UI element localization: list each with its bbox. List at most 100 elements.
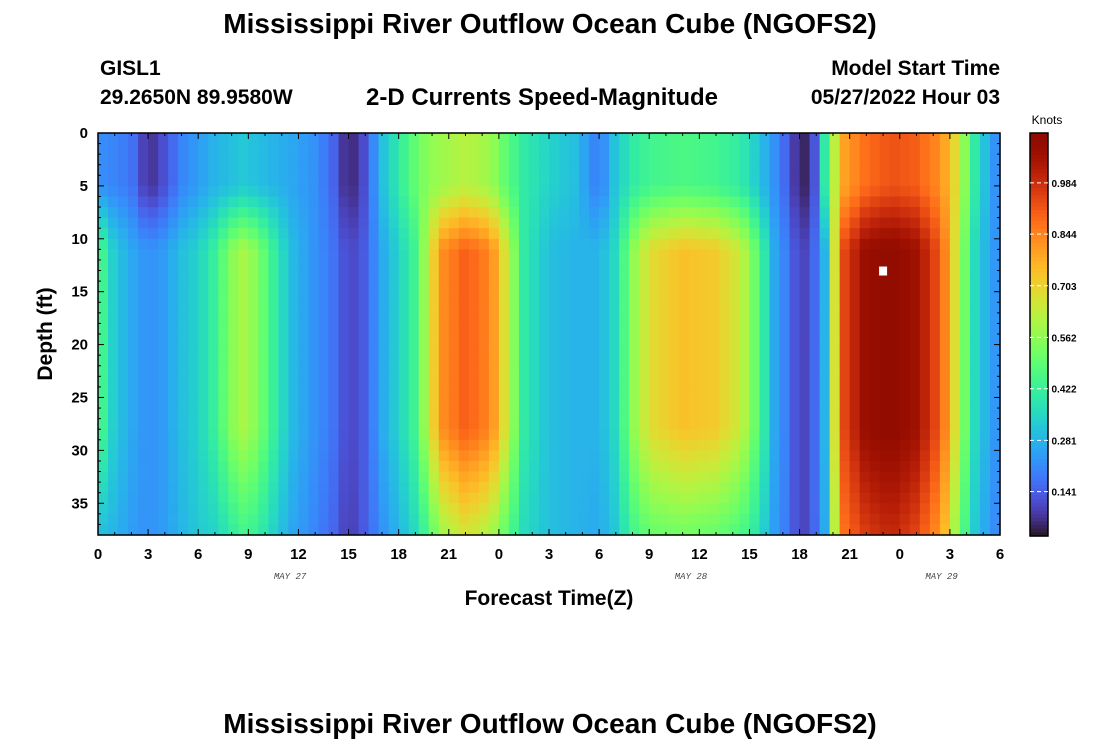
heatmap-cell: [649, 492, 660, 504]
heatmap-cell: [368, 281, 380, 293]
heatmap-cell: [869, 524, 881, 536]
heatmap-cell: [98, 471, 109, 483]
heatmap-cell: [538, 492, 550, 504]
heatmap-cell: [839, 503, 851, 515]
heatmap-cell: [899, 207, 911, 219]
heatmap-cell: [428, 397, 440, 409]
heatmap-cell: [739, 133, 751, 145]
heatmap-cell: [869, 302, 881, 314]
heatmap-cell: [198, 450, 209, 462]
heatmap-cell: [689, 238, 700, 250]
heatmap-cell: [538, 386, 550, 399]
heatmap-cell: [388, 175, 400, 187]
heatmap-cell: [629, 418, 640, 430]
heatmap-cell: [589, 408, 600, 420]
heatmap-cell: [709, 492, 720, 504]
heatmap-cell: [508, 429, 520, 441]
heatmap-cell: [338, 408, 350, 420]
heatmap-cell: [719, 376, 730, 388]
heatmap-cell: [288, 334, 300, 346]
heatmap-cell: [298, 323, 310, 335]
heatmap-cell: [218, 238, 229, 250]
heatmap-cell: [669, 503, 680, 515]
heatmap-cell: [408, 418, 420, 430]
heatmap-cell: [238, 175, 249, 187]
heatmap-cell: [959, 397, 971, 409]
heatmap-cell: [438, 154, 450, 166]
heatmap-cell: [589, 334, 600, 346]
heatmap-cell: [899, 312, 911, 325]
heatmap-cell: [909, 355, 921, 367]
heatmap-cell: [288, 217, 300, 229]
heatmap-cell: [919, 207, 931, 219]
colorbar-segment: [1030, 455, 1048, 460]
heatmap-cell: [899, 344, 911, 356]
heatmap-cell: [528, 281, 540, 293]
heatmap-cell: [659, 228, 670, 240]
heatmap-cell: [518, 175, 530, 187]
heatmap-cell: [368, 217, 380, 229]
heatmap-cell: [258, 429, 269, 441]
heatmap-cell: [609, 492, 620, 504]
heatmap-cell: [969, 429, 981, 441]
chart-title: Mississippi River Outflow Ocean Cube (NG…: [223, 8, 877, 39]
heatmap-cell: [248, 429, 259, 441]
heatmap-cell: [649, 281, 660, 293]
heatmap-cell: [128, 259, 139, 272]
heatmap-cell: [228, 164, 239, 176]
heatmap-cell: [238, 429, 249, 441]
heatmap-cell: [258, 238, 269, 250]
heatmap-cell: [108, 270, 119, 282]
heatmap-cell: [128, 386, 139, 399]
heatmap-cell: [749, 143, 761, 155]
heatmap-cell: [348, 429, 360, 441]
heatmap-cell: [639, 524, 650, 536]
heatmap-cell: [308, 503, 320, 515]
heatmap-cell: [559, 291, 570, 303]
colorbar-segment: [1030, 495, 1048, 500]
heatmap-cell: [859, 281, 871, 293]
heatmap-cell: [398, 196, 410, 208]
heatmap-cell: [669, 429, 680, 441]
colorbar-segment: [1030, 448, 1048, 453]
heatmap-cell: [749, 450, 761, 462]
heatmap-cell: [569, 355, 580, 367]
heatmap-cell: [308, 217, 320, 229]
heatmap-cell: [368, 323, 380, 335]
heatmap-cell: [819, 196, 831, 208]
heatmap-cell: [278, 164, 290, 176]
heatmap-cell: [478, 439, 490, 451]
heatmap-cell: [348, 185, 360, 198]
heatmap-cell: [909, 429, 921, 441]
heatmap-cell: [979, 376, 991, 388]
heatmap-cell: [779, 397, 791, 409]
heatmap-cell: [899, 323, 911, 335]
heatmap-cell: [939, 196, 951, 208]
heatmap-cell: [649, 460, 660, 473]
heatmap-cell: [468, 291, 480, 303]
heatmap-cell: [518, 376, 530, 388]
heatmap-cell: [318, 207, 330, 219]
heatmap-cell: [839, 302, 851, 314]
heatmap-cell: [629, 291, 640, 303]
heatmap-cell: [158, 439, 169, 451]
heatmap-cell: [809, 196, 821, 208]
heatmap-cell: [639, 164, 650, 176]
heatmap-cell: [859, 397, 871, 409]
heatmap-cell: [989, 408, 1001, 420]
heatmap-cell: [298, 482, 310, 494]
heatmap-cell: [759, 524, 771, 536]
heatmap-cell: [549, 175, 560, 187]
heatmap-cell: [498, 429, 510, 441]
heatmap-cell: [278, 312, 290, 325]
heatmap-cell: [118, 291, 129, 303]
heatmap-cell: [408, 185, 420, 198]
heatmap-cell: [699, 439, 710, 451]
heatmap-cell: [218, 397, 229, 409]
heatmap-cell: [969, 344, 981, 356]
heatmap-cell: [799, 185, 811, 198]
heatmap-cell: [408, 302, 420, 314]
heatmap-cell: [739, 524, 751, 536]
heatmap-cell: [278, 291, 290, 303]
